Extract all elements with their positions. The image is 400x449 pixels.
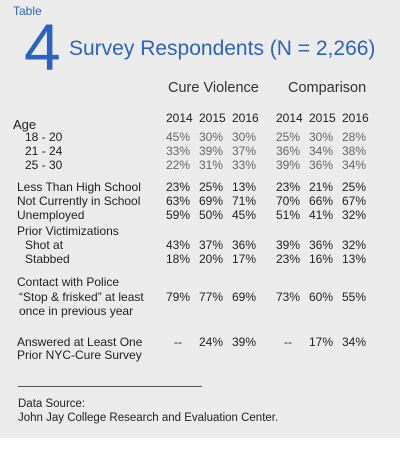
table-cell: 22% (165, 158, 191, 172)
table-cell: 36% (308, 158, 334, 172)
row-label: 25 - 30 (25, 158, 63, 172)
table-cell: 39% (231, 335, 257, 349)
table-cell: 18% (165, 252, 191, 266)
row-label: Not Currently in School (17, 194, 141, 208)
table-cell: 32% (341, 208, 367, 222)
table-number: 4 (24, 10, 61, 84)
table-cell: -- (174, 335, 182, 349)
table-cell: 36% (231, 238, 257, 252)
row-label: Unemployed (17, 208, 85, 222)
table-cell: 59% (165, 208, 191, 222)
table-cell: 39% (198, 144, 224, 158)
year-header: 2016 (342, 111, 369, 125)
table-cell: 41% (308, 208, 334, 222)
row-label: 18 - 20 (25, 130, 63, 144)
table-cell: 17% (231, 252, 257, 266)
row-label: Age (13, 117, 37, 132)
row-label: “Stop & frisked” at least (19, 290, 144, 304)
row-label: Prior NYC-Cure Survey (17, 348, 142, 362)
row-label: Less Than High School (17, 180, 141, 194)
table-cell: 77% (198, 290, 224, 304)
row-label: Shot at (25, 238, 64, 252)
table-cell: 55% (341, 290, 367, 304)
row-label: 21 - 24 (25, 144, 63, 158)
table-cell: 31% (198, 158, 224, 172)
table-cell: 79% (165, 290, 191, 304)
table-cell: 73% (275, 290, 301, 304)
table-cell: 39% (275, 158, 301, 172)
table-cell: 37% (231, 144, 257, 158)
table-cell: 36% (275, 144, 301, 158)
table-cell: 33% (165, 144, 191, 158)
table-cell: 23% (275, 252, 301, 266)
table-cell: 39% (275, 238, 301, 252)
table-cell: 25% (341, 180, 367, 194)
table-cell: 51% (275, 208, 301, 222)
table-cell: 69% (198, 194, 224, 208)
table-cell: 66% (308, 194, 334, 208)
table-cell: 45% (165, 130, 191, 144)
table-panel: Table 4 Survey Respondents (N = 2,266) C… (0, 0, 400, 438)
table-cell: 33% (231, 158, 257, 172)
table-cell: 13% (231, 180, 257, 194)
table-cell: 13% (341, 252, 367, 266)
table-cell: 71% (231, 194, 257, 208)
table-title: Survey Respondents (N = 2,266) (69, 37, 376, 60)
table-cell: 38% (341, 144, 367, 158)
row-label: Answered at Least One (17, 335, 143, 349)
row-label: Prior Victimizations (17, 224, 119, 238)
year-header: 2015 (199, 111, 226, 125)
year-header: 2014 (276, 111, 303, 125)
table-cell: 60% (308, 290, 334, 304)
table-cell: 24% (198, 335, 224, 349)
table-cell: 16% (308, 252, 334, 266)
source-divider (18, 386, 202, 387)
table-cell: 30% (308, 130, 334, 144)
table-cell: 34% (341, 158, 367, 172)
table-cell: 43% (165, 238, 191, 252)
row-label: Contact with Police (17, 275, 120, 289)
table-cell: 70% (275, 194, 301, 208)
table-cell: 20% (198, 252, 224, 266)
table-cell: 32% (341, 238, 367, 252)
row-label: Stabbed (25, 252, 70, 266)
row-label: once in previous year (19, 304, 134, 318)
year-header: 2014 (166, 111, 193, 125)
table-cell: 21% (308, 180, 334, 194)
table-cell: 23% (275, 180, 301, 194)
table-cell: 50% (198, 208, 224, 222)
table-cell: 37% (198, 238, 224, 252)
table-cell: 17% (308, 335, 334, 349)
table-cell: 34% (308, 144, 334, 158)
table-cell: 67% (341, 194, 367, 208)
table-cell: -- (284, 335, 292, 349)
table-cell: 36% (308, 238, 334, 252)
year-header: 2016 (232, 111, 259, 125)
table-cell: 69% (231, 290, 257, 304)
group-header-cure-violence: Cure Violence (168, 80, 259, 96)
table-cell: 25% (275, 130, 301, 144)
group-header-comparison: Comparison (288, 80, 367, 96)
year-header: 2015 (309, 111, 336, 125)
table-cell: 23% (165, 180, 191, 194)
source-label: Data Source: (18, 398, 86, 410)
table-cell: 25% (198, 180, 224, 194)
table-cell: 30% (231, 130, 257, 144)
table-tag: Table (13, 4, 42, 18)
source-text: John Jay College Research and Evaluation… (18, 412, 279, 424)
table-cell: 34% (341, 335, 367, 349)
table-cell: 63% (165, 194, 191, 208)
table-cell: 28% (341, 130, 367, 144)
table-cell: 45% (231, 208, 257, 222)
table-cell: 30% (198, 130, 224, 144)
